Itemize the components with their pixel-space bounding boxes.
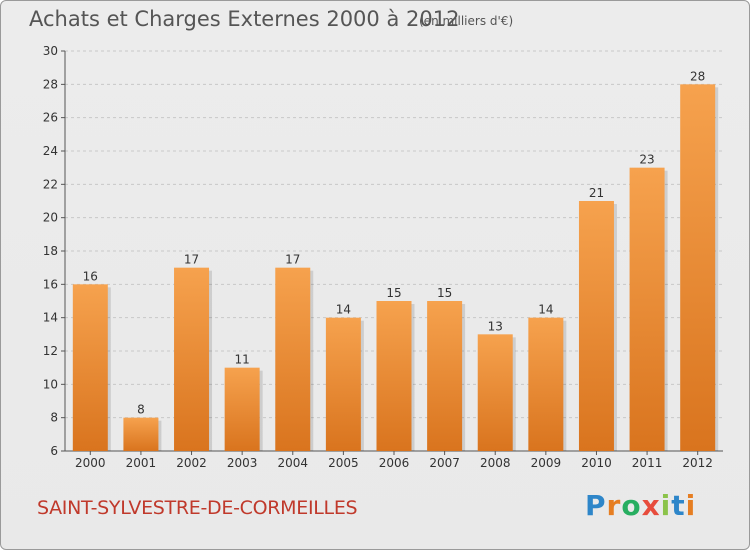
x-tick-label: 2001 [126,456,157,470]
bar-value-label: 15 [386,286,401,300]
bar-value-label: 8 [137,403,145,417]
bar-value-label: 14 [538,303,553,317]
chart-title: Achats et Charges Externes 2000 à 2012 [29,7,460,31]
y-tick-label: 30 [43,44,58,58]
y-tick-label: 22 [43,177,58,191]
x-tick-label: 2010 [581,456,612,470]
bar-value-label: 13 [488,319,503,333]
y-tick-label: 8 [50,411,58,425]
bar [427,301,463,451]
y-tick-label: 12 [43,344,58,358]
brand-letter: x [641,489,661,522]
bar-value-label: 15 [437,286,452,300]
x-tick-label: 2011 [632,456,663,470]
bar-value-label: 17 [184,253,199,267]
brand-letter: i [660,489,672,522]
y-tick-label: 26 [43,111,58,125]
x-tick-label: 2005 [328,456,359,470]
bar [528,317,564,451]
proxiti-logo: Proxiti [585,489,696,522]
bar [174,267,210,451]
y-tick-label: 28 [43,77,58,91]
brand-letter: t [671,489,686,522]
x-tick-label: 2006 [379,456,410,470]
bar [477,334,513,451]
x-tick-label: 2009 [531,456,562,470]
bar [578,201,614,451]
bar [376,301,412,451]
bar-value-label: 14 [336,303,351,317]
y-tick-label: 20 [43,211,58,225]
y-tick-label: 6 [50,444,58,458]
brand-letter: o [621,489,642,522]
chart-unit: (en milliers d'€) [419,14,514,28]
x-tick-label: 2012 [682,456,713,470]
y-tick-label: 16 [43,277,58,291]
x-tick-label: 2002 [176,456,207,470]
y-tick-label: 18 [43,244,58,258]
x-tick-label: 2003 [227,456,258,470]
brand-letter: P [585,489,607,522]
bar [123,417,159,451]
bar [680,84,716,451]
bar [275,267,311,451]
bar [224,367,260,451]
brand-letter: r [606,489,622,522]
bar [629,167,665,451]
commune-name: SAINT-SYLVESTRE-DE-CORMEILLES [37,497,358,519]
bar-value-label: 16 [83,269,98,283]
bar-value-label: 28 [690,69,705,83]
bar-value-label: 17 [285,253,300,267]
y-tick-label: 14 [43,311,58,325]
x-tick-label: 2008 [480,456,511,470]
bar [72,284,108,451]
y-tick-label: 10 [43,377,58,391]
bar [325,317,361,451]
x-tick-label: 2007 [429,456,460,470]
y-tick-label: 24 [43,144,58,158]
bar-value-label: 11 [235,353,250,367]
x-tick-label: 2004 [277,456,308,470]
x-tick-label: 2000 [75,456,106,470]
bar-value-label: 23 [639,153,654,167]
bar-value-label: 21 [589,186,604,200]
brand-letter: i [685,489,697,522]
